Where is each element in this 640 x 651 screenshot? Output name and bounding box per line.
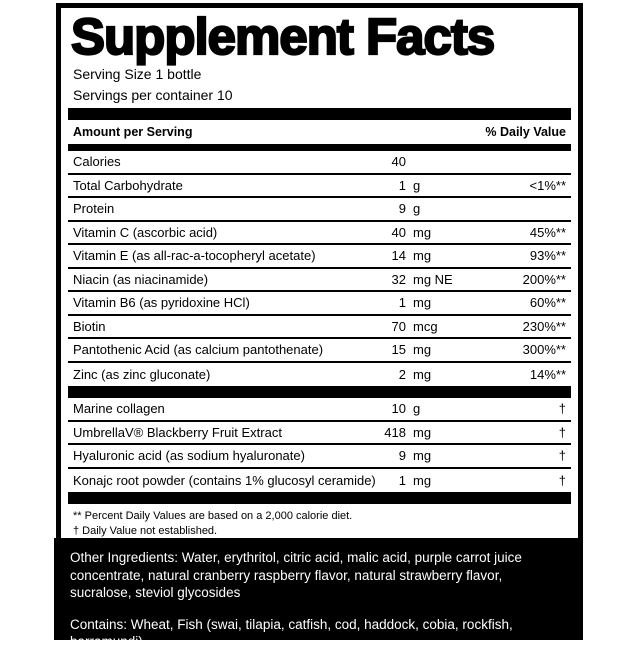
nutrient-daily-value: 45%** bbox=[529, 224, 566, 240]
serving-info: Serving Size 1 bottle Servings per conta… bbox=[68, 64, 571, 106]
nutrient-name: Konajc root powder (contains 1% glucosyl… bbox=[73, 472, 376, 488]
nutrient-unit: mg bbox=[413, 224, 432, 240]
panel-inner: Supplement Facts Serving Size 1 bottle S… bbox=[61, 8, 578, 538]
nutrient-name: Protein bbox=[73, 201, 115, 217]
nutrient-unit: mg bbox=[413, 248, 432, 264]
supplement-facts-panel: Supplement Facts Serving Size 1 bottle S… bbox=[56, 3, 583, 538]
divider-bar-thick-top bbox=[68, 108, 571, 120]
footnote-dagger: † Daily Value not established. bbox=[73, 524, 218, 537]
nutrient-unit: mg bbox=[413, 366, 432, 382]
nutrient-name: Pantothenic Acid (as calcium pantothenat… bbox=[73, 342, 324, 358]
nutrient-table-section-2: Marine collagen 10 g † UmbrellaV® Blackb… bbox=[68, 398, 571, 492]
divider-bar-thick-middle bbox=[68, 386, 571, 398]
nutrient-name: Zinc (as zinc gluconate) bbox=[73, 366, 211, 382]
nutrient-amount: 14 bbox=[391, 248, 406, 264]
servings-per-container-text: Servings per container 10 bbox=[73, 87, 233, 103]
nutrient-daily-value: † bbox=[558, 448, 566, 464]
footnotes: ** Percent Daily Values are based on a 2… bbox=[68, 504, 571, 538]
table-row: Niacin (as niacinamide) 32 mg NE 200%** bbox=[68, 269, 571, 292]
nutrient-amount: 40 bbox=[391, 154, 406, 170]
table-row: UmbrellaV® Blackberry Fruit Extract 418 … bbox=[68, 422, 571, 445]
nutrient-name: Vitamin C (ascorbic acid) bbox=[73, 224, 218, 240]
nutrient-amount: 70 bbox=[391, 318, 406, 334]
table-row: Vitamin E (as all-rac-a-tocopheryl aceta… bbox=[68, 245, 571, 269]
nutrient-unit: mcg bbox=[413, 318, 438, 334]
nutrient-unit: mg bbox=[413, 448, 432, 464]
nutrient-daily-value: 230%** bbox=[522, 318, 566, 334]
nutrient-daily-value: 300%** bbox=[522, 342, 566, 358]
table-row: Calories 40 bbox=[68, 151, 571, 175]
nutrient-name: UmbrellaV® Blackberry Fruit Extract bbox=[73, 424, 282, 440]
nutrient-unit: mg bbox=[413, 295, 432, 311]
divider-bar-medium bbox=[68, 144, 571, 151]
table-row: Marine collagen 10 g † bbox=[68, 398, 571, 422]
nutrient-amount: 10 bbox=[391, 401, 406, 417]
nutrient-unit: g bbox=[413, 177, 421, 193]
nutrient-amount: 40 bbox=[391, 224, 406, 240]
nutrient-name: Hyaluronic acid (as sodium hyaluronate) bbox=[73, 448, 305, 464]
nutrient-unit: g bbox=[413, 201, 421, 217]
amount-per-serving-header: Amount per Serving bbox=[73, 125, 193, 139]
nutrient-name: Marine collagen bbox=[73, 401, 165, 417]
nutrient-amount: 9 bbox=[398, 448, 406, 464]
nutrient-unit: g bbox=[413, 401, 421, 417]
contains-allergens-text: Contains: Wheat, Fish (swai, tilapia, ca… bbox=[70, 616, 513, 650]
divider-bar-thick-bottom bbox=[68, 492, 571, 504]
other-ingredients-text: Other Ingredients: Water, erythritol, ci… bbox=[70, 550, 522, 600]
nutrient-amount: 15 bbox=[391, 342, 406, 358]
nutrient-table-section-1: Calories 40 Total Carbohydrate 1 g <1%**… bbox=[68, 151, 571, 386]
table-row: Konajc root powder (contains 1% glucosyl… bbox=[68, 469, 571, 493]
nutrient-amount: 2 bbox=[398, 366, 406, 382]
nutrient-daily-value: <1%** bbox=[529, 177, 567, 193]
table-row: Vitamin C (ascorbic acid) 40 mg 45%** bbox=[68, 222, 571, 245]
nutrient-daily-value: 60%** bbox=[529, 295, 566, 311]
nutrient-daily-value: 93%** bbox=[529, 248, 566, 264]
table-row: Vitamin B6 (as pyridoxine HCl) 1 mg 60%*… bbox=[68, 292, 571, 316]
nutrient-name: Calories bbox=[73, 154, 121, 170]
nutrient-name: Niacin (as niacinamide) bbox=[73, 271, 209, 287]
nutrient-daily-value: 200%** bbox=[522, 271, 566, 287]
nutrient-amount: 1 bbox=[398, 177, 406, 193]
nutrient-daily-value: † bbox=[558, 472, 566, 488]
nutrient-daily-value: 14%** bbox=[529, 366, 566, 382]
table-row: Biotin 70 mcg 230%** bbox=[68, 316, 571, 339]
supplement-facts-title: Supplement Facts bbox=[70, 8, 496, 65]
nutrient-amount: 418 bbox=[384, 424, 406, 440]
nutrient-daily-value: † bbox=[558, 424, 566, 440]
footnote-daily-values: ** Percent Daily Values are based on a 2… bbox=[73, 510, 353, 522]
table-row: Zinc (as zinc gluconate) 2 mg 14%** bbox=[68, 363, 571, 387]
table-header-row: Amount per Serving % Daily Value bbox=[68, 120, 571, 144]
nutrient-name: Total Carbohydrate bbox=[73, 177, 183, 193]
table-row: Hyaluronic acid (as sodium hyaluronate) … bbox=[68, 445, 571, 469]
nutrient-daily-value: † bbox=[558, 401, 566, 417]
nutrient-amount: 32 bbox=[391, 271, 406, 287]
nutrient-amount: 1 bbox=[398, 295, 406, 311]
nutrient-unit: mg NE bbox=[413, 271, 453, 287]
nutrient-amount: 9 bbox=[398, 201, 406, 217]
nutrient-name: Vitamin E (as all-rac-a-tocopheryl aceta… bbox=[73, 248, 316, 264]
ingredients-footer: Other Ingredients: Water, erythritol, ci… bbox=[54, 538, 583, 649]
nutrient-unit: mg bbox=[413, 472, 432, 488]
nutrient-amount: 1 bbox=[398, 472, 406, 488]
nutrient-unit: mg bbox=[413, 424, 432, 440]
table-row: Pantothenic Acid (as calcium pantothenat… bbox=[68, 339, 571, 363]
nutrient-name: Biotin bbox=[73, 318, 106, 334]
table-row: Total Carbohydrate 1 g <1%** bbox=[68, 175, 571, 198]
nutrient-unit: mg bbox=[413, 342, 432, 358]
daily-value-header: % Daily Value bbox=[485, 125, 566, 139]
table-row: Protein 9 g bbox=[68, 198, 571, 222]
serving-size-text: Serving Size 1 bottle bbox=[73, 66, 202, 82]
nutrient-name: Vitamin B6 (as pyridoxine HCl) bbox=[73, 295, 250, 311]
